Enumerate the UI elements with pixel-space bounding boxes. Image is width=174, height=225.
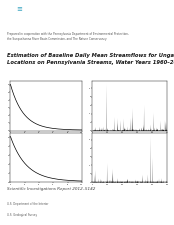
Text: Scientific Investigations Report 2012–5142: Scientific Investigations Report 2012–51… <box>7 187 95 191</box>
Text: Estimation of Baseline Daily Mean Streamflows for Ungaged
Locations on Pennsylva: Estimation of Baseline Daily Mean Stream… <box>7 53 174 65</box>
Text: USGS: USGS <box>44 5 65 11</box>
Text: Prepared in cooperation with the Pennsylvania Department of Environmental Protec: Prepared in cooperation with the Pennsyl… <box>7 32 129 41</box>
Text: ≡: ≡ <box>16 5 22 11</box>
Text: U.S. Department of the Interior: U.S. Department of the Interior <box>7 202 48 207</box>
FancyBboxPatch shape <box>3 5 35 24</box>
Text: U.S. Geological Survey: U.S. Geological Survey <box>7 213 37 217</box>
Text: science for a changing world: science for a changing world <box>44 17 79 21</box>
